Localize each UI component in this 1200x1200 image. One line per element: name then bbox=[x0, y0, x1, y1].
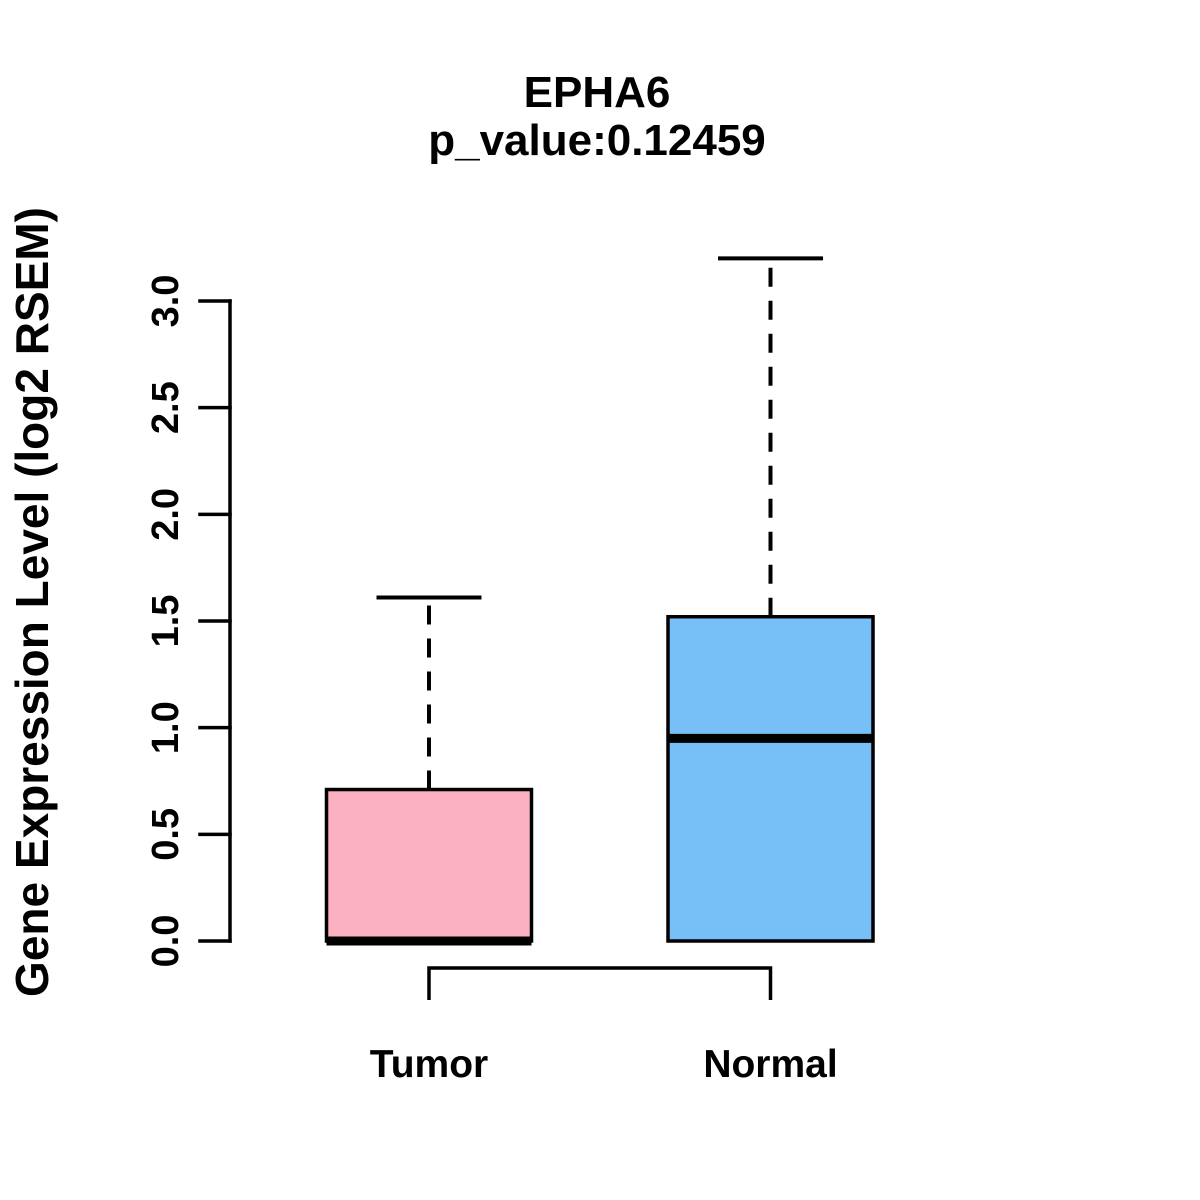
comparison-bracket bbox=[427, 966, 773, 1000]
boxes bbox=[324, 256, 875, 946]
y-axis: 0.0 0.5 1.0 1.5 2.0 2.5 3.0 bbox=[145, 275, 232, 968]
y-tick-label: 1.5 bbox=[145, 595, 187, 648]
y-tick-label: 2.5 bbox=[145, 381, 187, 434]
x-category-label-tumor: Tumor bbox=[370, 1043, 488, 1086]
chart-subtitle: p_value:0.12459 bbox=[428, 116, 766, 165]
box-tumor bbox=[324, 787, 534, 943]
bracket-path bbox=[427, 966, 773, 1000]
box-normal bbox=[666, 614, 875, 943]
x-category-label-normal: Normal bbox=[703, 1043, 837, 1086]
chart-title: EPHA6 bbox=[524, 68, 671, 117]
y-tick-label: 0.5 bbox=[145, 808, 187, 861]
x-axis-labels: Tumor Normal bbox=[370, 1043, 838, 1086]
y-axis-title: Gene Expression Level (log2 RSEM) bbox=[6, 207, 58, 997]
y-tick-label: 2.0 bbox=[145, 488, 187, 541]
y-tick-label: 3.0 bbox=[145, 275, 187, 328]
y-tick-label: 1.0 bbox=[145, 701, 187, 754]
y-tick-label: 0.0 bbox=[145, 915, 187, 968]
